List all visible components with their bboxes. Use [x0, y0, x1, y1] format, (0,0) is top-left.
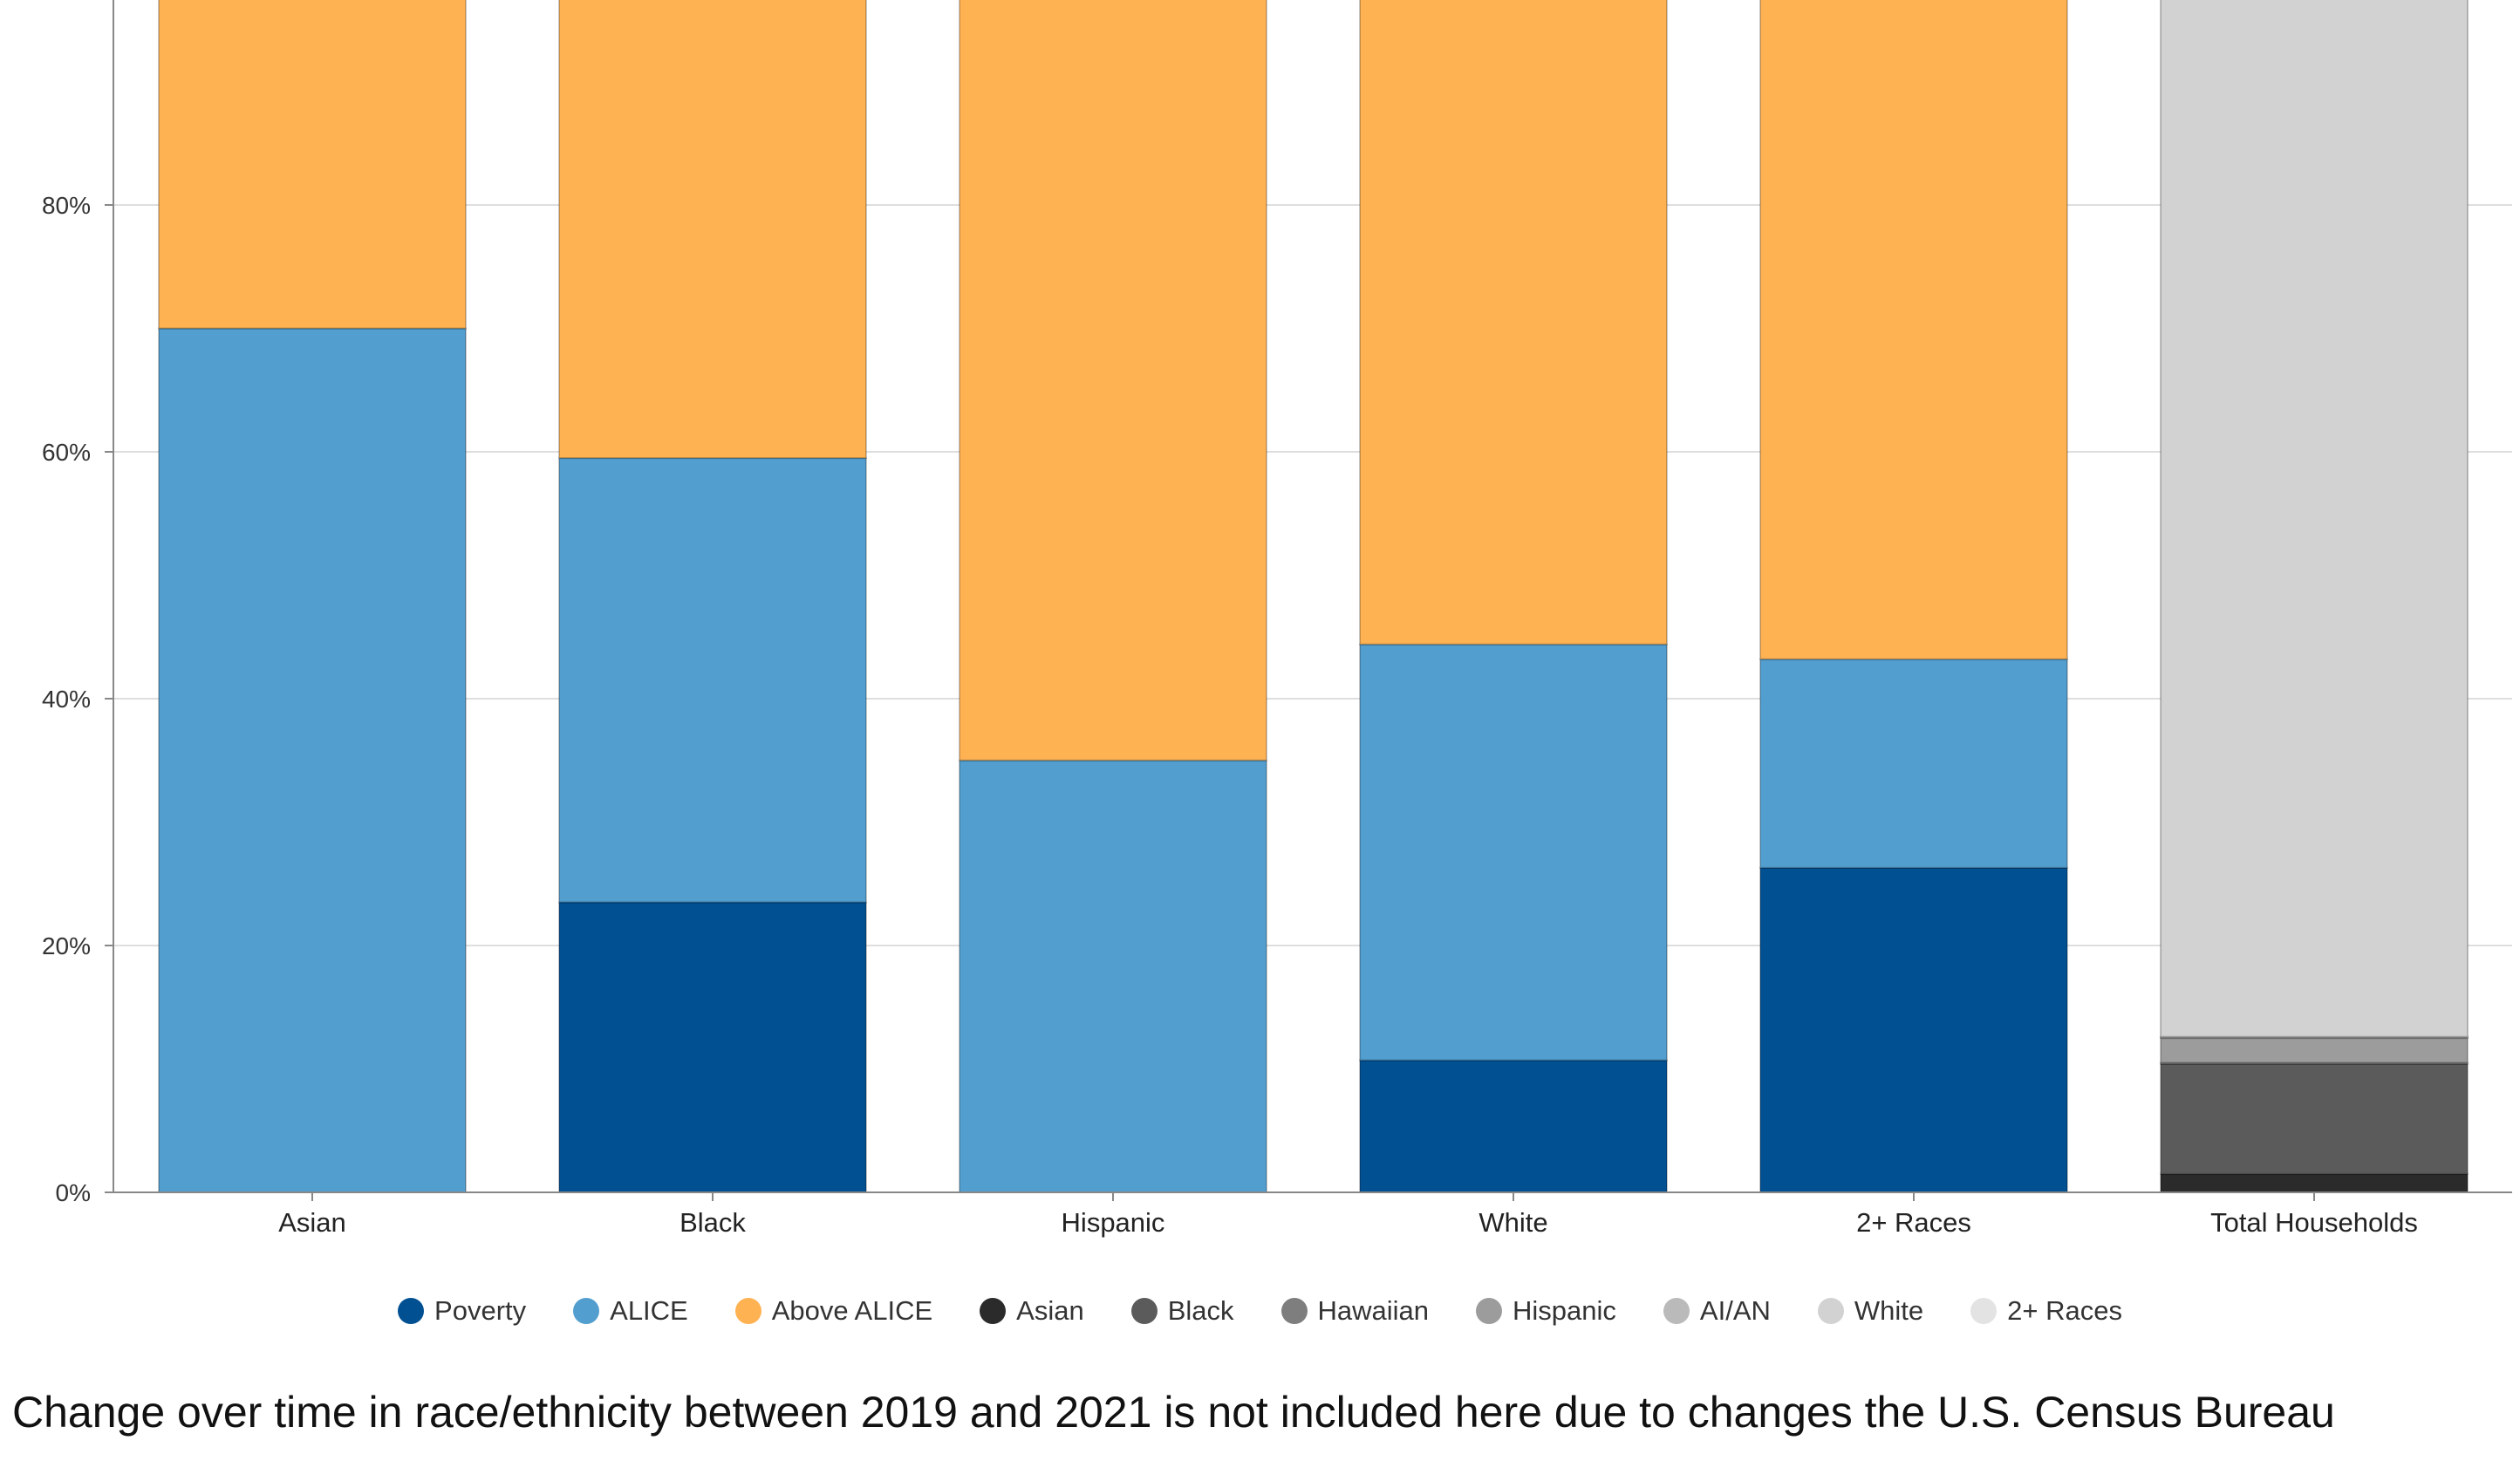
bar-segment	[1759, 658, 2068, 869]
legend-swatch	[1663, 1298, 1690, 1324]
legend-label: 2+ Races	[2007, 1295, 2122, 1326]
y-tick-labels: 0% 20% 40% 60% 80%	[42, 192, 91, 1206]
bars	[158, 0, 2469, 1194]
bar-segment	[2160, 1037, 2469, 1064]
legend-label: AI/AN	[1699, 1295, 1771, 1326]
legend-item: Poverty	[398, 1295, 526, 1327]
legend-item: 2+ Races	[1970, 1295, 2122, 1327]
bar-segment	[558, 901, 867, 1193]
bar-segment	[158, 327, 467, 1193]
bar-segment	[959, 0, 1267, 761]
bar-segment	[1759, 866, 2068, 1193]
x-category-label: Black	[680, 1207, 746, 1238]
footnote: Change over time in race/ethnicity betwe…	[12, 1388, 2335, 1437]
stacked-bar-chart: 0% 20% 40% 60% 80% Asian Black Hispanic White 2+…	[42, 0, 2512, 1238]
legend-item: ALICE	[573, 1295, 688, 1327]
legend-label: Hispanic	[1513, 1295, 1616, 1326]
bar-segment	[2160, 1172, 2469, 1194]
gridlines	[105, 204, 2512, 1193]
legend-swatch	[1817, 1298, 1844, 1324]
axes	[113, 0, 2512, 1193]
legend-swatch	[1280, 1298, 1308, 1324]
legend-swatch	[573, 1298, 600, 1324]
legend-swatch	[980, 1298, 1007, 1324]
legend-item: White	[1817, 1295, 1924, 1327]
x-category-label: White	[1479, 1207, 1547, 1238]
legend-item: Above ALICE	[734, 1295, 933, 1327]
legend-item: Hispanic	[1476, 1295, 1616, 1327]
bar-segment	[959, 759, 1267, 1193]
legend-item: Hawaiian	[1280, 1295, 1430, 1327]
bar-segment	[158, 0, 467, 330]
x-category-label: Asian	[278, 1207, 346, 1238]
legend-label: Black	[1167, 1295, 1234, 1326]
bar-segment	[1359, 1059, 1668, 1193]
x-category-label: Hispanic	[1062, 1207, 1165, 1238]
legend-label: Poverty	[434, 1295, 527, 1326]
y-tick-label: 40%	[42, 686, 91, 713]
legend-swatch	[1476, 1298, 1503, 1324]
legend-label: Hawaiian	[1317, 1295, 1430, 1326]
legend-swatch	[398, 1298, 425, 1324]
legend-swatch	[734, 1298, 761, 1324]
x-category-labels: Asian Black Hispanic White 2+ Races Total Hou…	[278, 1192, 2418, 1238]
legend: Poverty ALICE Above ALICE Asian Black Hawaiia…	[0, 1289, 2520, 1333]
y-tick-label: 20%	[42, 932, 91, 959]
legend-label: Asian	[1016, 1295, 1084, 1326]
x-category-label: Total Households	[2210, 1207, 2418, 1238]
legend-item: AI/AN	[1663, 1295, 1771, 1327]
x-category-label: 2+ Races	[1856, 1207, 1971, 1238]
y-tick-label: 60%	[42, 439, 91, 466]
legend-item: Black	[1130, 1295, 1234, 1327]
y-tick-label: 0%	[56, 1179, 91, 1206]
legend-item: Asian	[980, 1295, 1084, 1327]
legend-swatch	[1970, 1298, 1998, 1324]
legend-label: Above ALICE	[771, 1295, 933, 1326]
legend-label: White	[1854, 1295, 1924, 1326]
bar-segment	[2160, 0, 2469, 1038]
legend-label: ALICE	[610, 1295, 688, 1326]
legend-swatch	[1130, 1298, 1158, 1324]
y-tick-label: 80%	[42, 192, 91, 219]
bar-segment	[1359, 0, 1668, 645]
bar-segment	[1759, 0, 2068, 660]
bar-segment	[1359, 643, 1668, 1062]
bar-segment	[2160, 1062, 2469, 1175]
bar-segment	[558, 0, 867, 460]
bar-segment	[558, 457, 867, 904]
